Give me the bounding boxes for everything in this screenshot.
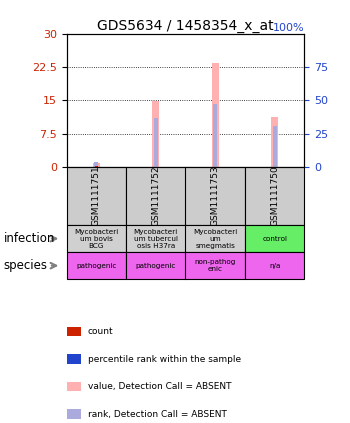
Text: non-pathog
enic: non-pathog enic [195,259,236,272]
Bar [93,163,100,167]
Text: Mycobacteri
um bovis
BCG: Mycobacteri um bovis BCG [74,229,118,249]
Bar [245,167,304,225]
Text: GSM1111753: GSM1111753 [211,166,220,226]
Bar [95,166,98,167]
Bar [271,117,278,167]
Bar [186,167,245,225]
Bar [186,225,245,252]
Text: Mycobacteri
um tubercul
osis H37ra: Mycobacteri um tubercul osis H37ra [134,229,178,249]
Bar [66,252,126,279]
Text: 100%: 100% [273,23,304,33]
Bar [152,101,159,167]
Bar [186,252,245,279]
Text: Mycobacteri
um
smegmatis: Mycobacteri um smegmatis [193,229,237,249]
Text: pathogenic: pathogenic [76,263,117,269]
Bar [66,167,126,225]
Bar [245,252,304,279]
Bar [126,225,186,252]
Text: GSM1111752: GSM1111752 [151,166,160,226]
Bar [94,162,98,167]
Text: count: count [88,327,113,336]
Text: rank, Detection Call = ABSENT: rank, Detection Call = ABSENT [88,409,226,419]
Text: percentile rank within the sample: percentile rank within the sample [88,354,241,364]
Text: value, Detection Call = ABSENT: value, Detection Call = ABSENT [88,382,231,391]
Bar [245,225,304,252]
Text: control: control [262,236,287,242]
Bar [66,225,126,252]
Title: GDS5634 / 1458354_x_at: GDS5634 / 1458354_x_at [97,19,274,33]
Bar [126,252,186,279]
Text: infection: infection [4,232,55,245]
Text: GSM1111750: GSM1111750 [270,166,279,226]
Text: GSM1111751: GSM1111751 [92,166,101,226]
Text: n/a: n/a [269,263,280,269]
Bar [126,167,186,225]
Text: species: species [4,259,48,272]
Bar [154,118,158,167]
Bar [212,63,219,167]
Bar [273,126,276,167]
Text: pathogenic: pathogenic [135,263,176,269]
Bar [214,104,217,167]
